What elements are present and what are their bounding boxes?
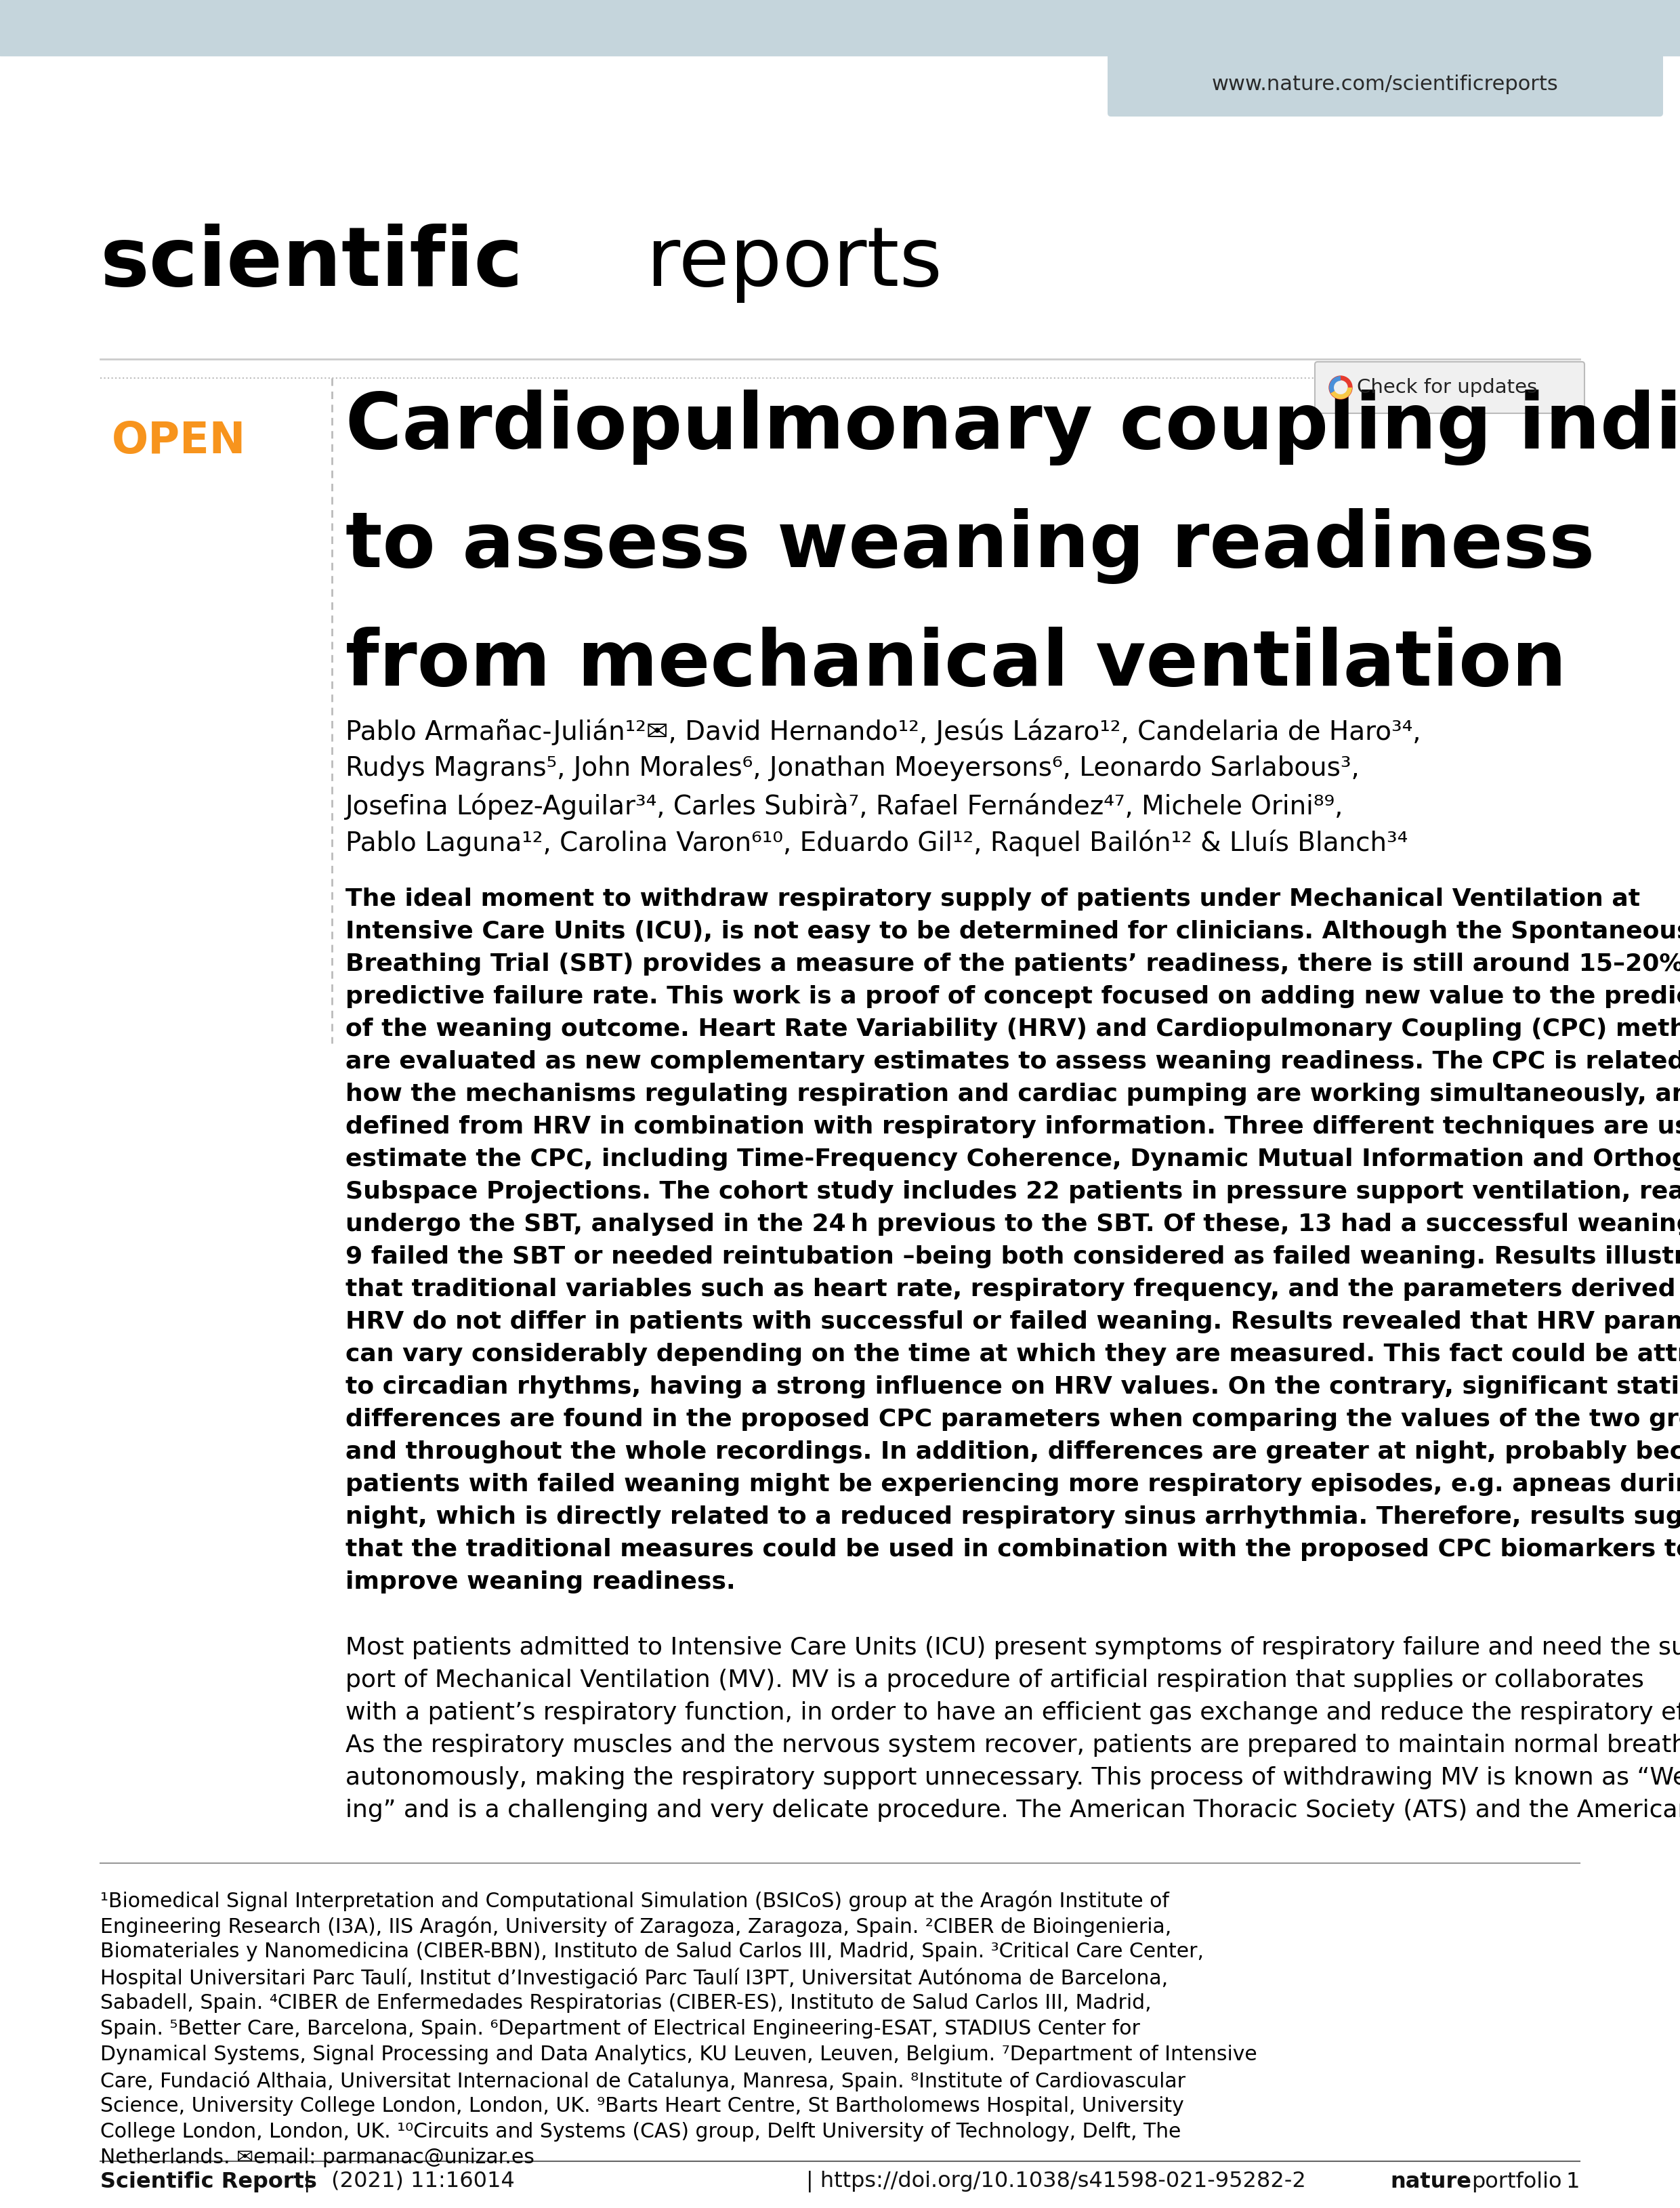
Text: Care, Fundació Althaia, Universitat Internacional de Catalunya, Manresa, Spain. : Care, Fundació Althaia, Universitat Inte… <box>101 2071 1186 2091</box>
Text: As the respiratory muscles and the nervous system recover, patients are prepared: As the respiratory muscles and the nervo… <box>346 1733 1680 1758</box>
Text: ing” and is a challenging and very delicate procedure. The American Thoracic Soc: ing” and is a challenging and very delic… <box>346 1800 1680 1822</box>
Text: from mechanical ventilation: from mechanical ventilation <box>346 627 1566 702</box>
Text: autonomously, making the respiratory support unnecessary. This process of withdr: autonomously, making the respiratory sup… <box>346 1766 1680 1788</box>
Bar <box>0 0 1680 55</box>
Text: |   (2021) 11:16014: | (2021) 11:16014 <box>304 2170 514 2193</box>
Text: Breathing Trial (SBT) provides a measure of the patients’ readiness, there is st: Breathing Trial (SBT) provides a measure… <box>346 952 1680 976</box>
Text: Spain. ⁵Better Care, Barcelona, Spain. ⁶Department of Electrical Engineering-ESA: Spain. ⁵Better Care, Barcelona, Spain. ⁶… <box>101 2018 1141 2038</box>
FancyBboxPatch shape <box>1315 362 1584 413</box>
Text: Subspace Projections. The cohort study includes 22 patients in pressure support : Subspace Projections. The cohort study i… <box>346 1181 1680 1203</box>
Text: | https://doi.org/10.1038/s41598-021-95282-2: | https://doi.org/10.1038/s41598-021-952… <box>806 2170 1305 2193</box>
Text: to circadian rhythms, having a strong influence on HRV values. On the contrary, : to circadian rhythms, having a strong in… <box>346 1376 1680 1398</box>
Text: Josefina López-Aguilar³⁴, Carles Subirà⁷, Rafael Fernández⁴⁷, Michele Orini⁸⁹,: Josefina López-Aguilar³⁴, Carles Subirà⁷… <box>346 793 1344 819</box>
Text: Check for updates: Check for updates <box>1357 378 1537 397</box>
Text: Hospital Universitari Parc Taulí, Institut d’Investigació Parc Taulí I3PT, Unive: Hospital Universitari Parc Taulí, Instit… <box>101 1967 1168 1987</box>
Text: portfolio: portfolio <box>1472 2170 1562 2193</box>
Text: with a patient’s respiratory function, in order to have an efficient gas exchang: with a patient’s respiratory function, i… <box>346 1700 1680 1724</box>
Text: port of Mechanical Ventilation (MV). MV is a procedure of artificial respiration: port of Mechanical Ventilation (MV). MV … <box>346 1669 1645 1691</box>
Text: www.nature.com/scientificreports: www.nature.com/scientificreports <box>1211 75 1559 95</box>
Text: scientific: scientific <box>101 223 524 302</box>
Text: of the weaning outcome. Heart Rate Variability (HRV) and Cardiopulmonary Couplin: of the weaning outcome. Heart Rate Varia… <box>346 1018 1680 1040</box>
Text: Netherlands. ✉email: parmanac@unizar.es: Netherlands. ✉email: parmanac@unizar.es <box>101 2148 534 2168</box>
Text: Sabadell, Spain. ⁴CIBER de Enfermedades Respiratorias (CIBER-ES), Instituto de S: Sabadell, Spain. ⁴CIBER de Enfermedades … <box>101 1994 1151 2014</box>
Text: Engineering Research (I3A), IIS Aragón, University of Zaragoza, Zaragoza, Spain.: Engineering Research (I3A), IIS Aragón, … <box>101 1917 1171 1936</box>
Text: Intensive Care Units (ICU), is not easy to be determined for clinicians. Althoug: Intensive Care Units (ICU), is not easy … <box>346 921 1680 943</box>
Text: to assess weaning readiness: to assess weaning readiness <box>346 508 1594 583</box>
Wedge shape <box>1329 375 1341 393</box>
Text: Scientific Reports: Scientific Reports <box>101 2170 318 2193</box>
Text: nature: nature <box>1389 2170 1472 2193</box>
Text: defined from HRV in combination with respiratory information. Three different te: defined from HRV in combination with res… <box>346 1115 1680 1137</box>
Text: The ideal moment to withdraw respiratory supply of patients under Mechanical Ven: The ideal moment to withdraw respiratory… <box>346 888 1640 910</box>
Text: patients with failed weaning might be experiencing more respiratory episodes, e.: patients with failed weaning might be ex… <box>346 1473 1680 1497</box>
Text: OPEN: OPEN <box>113 420 245 461</box>
FancyBboxPatch shape <box>1107 53 1663 117</box>
Text: how the mechanisms regulating respiration and cardiac pumping are working simult: how the mechanisms regulating respiratio… <box>346 1082 1680 1106</box>
Text: and throughout the whole recordings. In addition, differences are greater at nig: and throughout the whole recordings. In … <box>346 1440 1680 1464</box>
Text: night, which is directly related to a reduced respiratory sinus arrhythmia. Ther: night, which is directly related to a re… <box>346 1506 1680 1528</box>
Text: reports: reports <box>620 223 942 302</box>
Text: Cardiopulmonary coupling indices: Cardiopulmonary coupling indices <box>346 389 1680 466</box>
Text: that traditional variables such as heart rate, respiratory frequency, and the pa: that traditional variables such as heart… <box>346 1278 1680 1301</box>
Text: can vary considerably depending on the time at which they are measured. This fac: can vary considerably depending on the t… <box>346 1342 1680 1367</box>
Text: Rudys Magrans⁵, John Morales⁶, Jonathan Moeyersons⁶, Leonardo Sarlabous³,: Rudys Magrans⁵, John Morales⁶, Jonathan … <box>346 755 1359 782</box>
Text: Science, University College London, London, UK. ⁹Barts Heart Centre, St Bartholo: Science, University College London, Lond… <box>101 2095 1184 2115</box>
Text: improve weaning readiness.: improve weaning readiness. <box>346 1570 736 1594</box>
Text: 1: 1 <box>1566 2170 1579 2193</box>
Text: Most patients admitted to Intensive Care Units (ICU) present symptoms of respira: Most patients admitted to Intensive Care… <box>346 1636 1680 1658</box>
Text: Pablo Armañac-Julián¹²✉, David Hernando¹², Jesús Lázaro¹², Candelaria de Haro³⁴,: Pablo Armañac-Julián¹²✉, David Hernando¹… <box>346 718 1421 744</box>
Text: predictive failure rate. This work is a proof of concept focused on adding new v: predictive failure rate. This work is a … <box>346 985 1680 1009</box>
Text: Biomateriales y Nanomedicina (CIBER-BBN), Instituto de Salud Carlos III, Madrid,: Biomateriales y Nanomedicina (CIBER-BBN)… <box>101 1941 1205 1961</box>
Text: estimate the CPC, including Time-Frequency Coherence, Dynamic Mutual Information: estimate the CPC, including Time-Frequen… <box>346 1148 1680 1170</box>
Text: are evaluated as new complementary estimates to assess weaning readiness. The CP: are evaluated as new complementary estim… <box>346 1051 1680 1073</box>
Text: Dynamical Systems, Signal Processing and Data Analytics, KU Leuven, Leuven, Belg: Dynamical Systems, Signal Processing and… <box>101 2045 1257 2064</box>
Text: undergo the SBT, analysed in the 24 h previous to the SBT. Of these, 13 had a su: undergo the SBT, analysed in the 24 h pr… <box>346 1212 1680 1236</box>
Text: HRV do not differ in patients with successful or failed weaning. Results reveale: HRV do not differ in patients with succe… <box>346 1309 1680 1334</box>
Text: Pablo Laguna¹², Carolina Varon⁶¹⁰, Eduardo Gil¹², Raquel Bailón¹² & Lluís Blanch: Pablo Laguna¹², Carolina Varon⁶¹⁰, Eduar… <box>346 830 1408 857</box>
Text: ¹Biomedical Signal Interpretation and Computational Simulation (BSICoS) group at: ¹Biomedical Signal Interpretation and Co… <box>101 1890 1169 1910</box>
Text: differences are found in the proposed CPC parameters when comparing the values o: differences are found in the proposed CP… <box>346 1409 1680 1431</box>
Text: 9 failed the SBT or needed reintubation –being both considered as failed weaning: 9 failed the SBT or needed reintubation … <box>346 1245 1680 1267</box>
Wedge shape <box>1331 389 1352 400</box>
Text: that the traditional measures could be used in combination with the proposed CPC: that the traditional measures could be u… <box>346 1539 1680 1561</box>
Text: College London, London, UK. ¹⁰Circuits and Systems (CAS) group, Delft University: College London, London, UK. ¹⁰Circuits a… <box>101 2122 1181 2142</box>
Circle shape <box>1334 380 1347 395</box>
Circle shape <box>1329 375 1352 400</box>
